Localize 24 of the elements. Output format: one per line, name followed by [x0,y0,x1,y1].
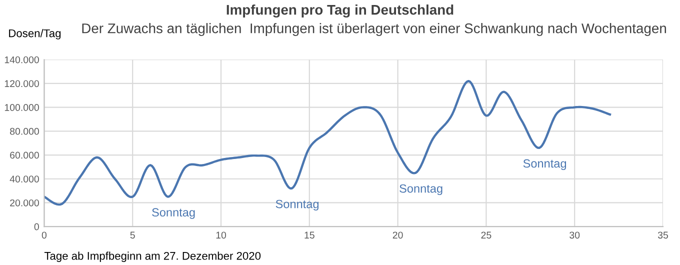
y-tick-label: 60.000 [10,152,39,159]
x-tick-label: 15 [304,232,314,239]
annotation: Sonntag [152,208,195,219]
x-tick-label: 35 [658,232,668,239]
y-tick-label: 100.000 [4,104,39,111]
x-tick-label: 0 [42,232,47,239]
y-tick-label: 20.000 [10,199,39,206]
chart-title: Impfungen pro Tag in Deutschland [226,4,454,18]
x-tick-label: 20 [392,232,403,239]
y-tick-label: 40.000 [10,176,39,182]
x-tick-label: 10 [216,232,226,239]
y-tick-label: 140.000 [4,56,39,64]
y-tick-label: 0 [34,223,39,230]
x-tick-label: 5 [130,232,135,239]
chart-subtitle: Der Zuwachs an täglichen Impfungen ist überlagert von einer Schwankung nach Wochentagen [82,23,666,36]
x-axis-title: Tage ab Impfbeginn am 27. Dezember 2020 [44,252,261,262]
y-tick-label: 120.000 [4,80,39,88]
y-tick-label: 80.000 [10,128,39,135]
x-tick-label: 30 [570,232,580,239]
x-tick-label: 25 [481,232,492,239]
annotation: Sonntag [523,159,566,170]
annotation: Sonntag [400,184,442,196]
y-axis-title: Dosen/Tag [9,29,61,40]
annotation: Sonntag [276,200,319,211]
